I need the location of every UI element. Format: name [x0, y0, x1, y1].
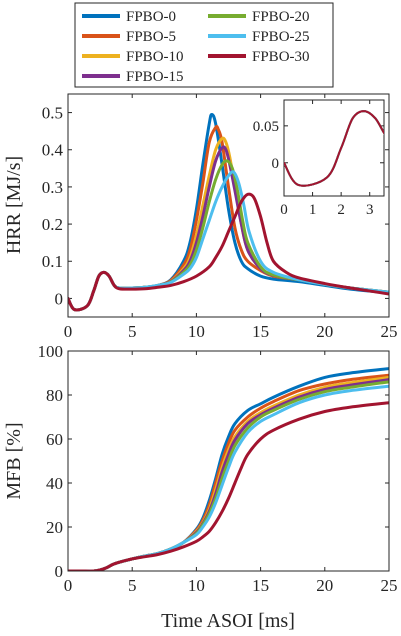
- legend-label-fpbo-30: FPBO-30: [252, 49, 310, 65]
- hrr-y-axis-label: HRR [MJ/s]: [3, 156, 25, 254]
- inset-x-tick-label: 1: [309, 202, 317, 218]
- hrr-y-tick-label: 0: [55, 289, 64, 308]
- mfb-x-tick-label: 0: [64, 576, 73, 595]
- inset-y-tick-label: 0: [272, 156, 280, 172]
- hrr-x-tick-label: 5: [128, 322, 137, 341]
- inset-x-tick-label: 2: [337, 202, 345, 218]
- inset-y-tick-label: 0.05: [253, 119, 279, 135]
- hrr-y-tick-label: 0.5: [42, 104, 63, 123]
- hrr-y-tick-label: 0.2: [42, 215, 63, 234]
- mfb-y-tick-label: 60: [46, 430, 63, 449]
- hrr-y-tick-label: 0.4: [42, 141, 64, 160]
- inset-series-fpbo-30: [284, 110, 384, 187]
- hrr-series-group: [68, 112, 389, 312]
- mfb-y-tick-label: 20: [46, 518, 63, 537]
- hrr-inset-panel: 0 1 2 3 0 0.05: [253, 99, 385, 218]
- hrr-y-tick-label: 0.1: [42, 252, 63, 271]
- hrr-axes-frame: [67, 93, 390, 318]
- inset-series-lines: [284, 110, 384, 187]
- hrr-inset-plot-area: [283, 99, 385, 197]
- inset-x-tick-label: 3: [366, 202, 374, 218]
- inset-x-tick-label: 0: [280, 202, 288, 218]
- legend-label-fpbo-20: FPBO-20: [252, 9, 310, 25]
- mfb-x-tick-label: 25: [381, 576, 398, 595]
- mfb-x-axis-label: Time ASOI [ms]: [161, 610, 295, 632]
- hrr-series-fpbo-30: [68, 192, 389, 312]
- mfb-series-fpbo-30: [68, 401, 389, 571]
- legend-label-fpbo-5: FPBO-5: [126, 29, 176, 45]
- hrr-x-tick-label: 25: [381, 322, 398, 341]
- mfb-x-tick-label: 5: [128, 576, 137, 595]
- legend-label-fpbo-25: FPBO-25: [252, 29, 310, 45]
- hrr-x-tick-label: 10: [188, 322, 205, 341]
- inset-series-group: [284, 110, 384, 187]
- mfb-x-tick-label: 20: [316, 576, 333, 595]
- mfb-y-axis-label: MFB [%]: [3, 422, 25, 499]
- mfb-series-lines: [68, 367, 389, 571]
- inset-axes: 0 1 2 3 0 0.05: [253, 100, 384, 218]
- legend-label-fpbo-0: FPBO-0: [126, 9, 176, 25]
- legend-label-fpbo-15: FPBO-15: [126, 69, 184, 85]
- hrr-x-tick-label: 0: [64, 322, 73, 341]
- mfb-series-group: [68, 367, 389, 571]
- legend-items: FPBO-0 FPBO-5 FPBO-10 FPBO-15 FPBO-20 FPBO-25…: [82, 9, 310, 85]
- mfb-x-tick-label: 10: [188, 576, 205, 595]
- mfb-axes-frame: [67, 350, 390, 572]
- mfb-y-tick-label: 0: [55, 562, 64, 581]
- mfb-y-tick-label: 80: [46, 386, 63, 405]
- legend: FPBO-0 FPBO-5 FPBO-10 FPBO-15 FPBO-20 FPBO-25…: [74, 2, 334, 88]
- mfb-y-tick-label: 40: [46, 474, 63, 493]
- mfb-panel: 0 5 10 15 20 25 0 20 40 60 80 100 MFB [%] Time ASOI…: [3, 342, 398, 632]
- mfb-x-tick-label: 15: [252, 576, 269, 595]
- hrr-x-tick-label: 15: [252, 322, 269, 341]
- legend-label-fpbo-10: FPBO-10: [126, 49, 184, 65]
- hrr-series-lines: [68, 112, 389, 312]
- hrr-y-tick-label: 0.3: [42, 178, 63, 197]
- hrr-x-tick-label: 20: [316, 322, 333, 341]
- mfb-y-tick-label: 100: [38, 342, 64, 361]
